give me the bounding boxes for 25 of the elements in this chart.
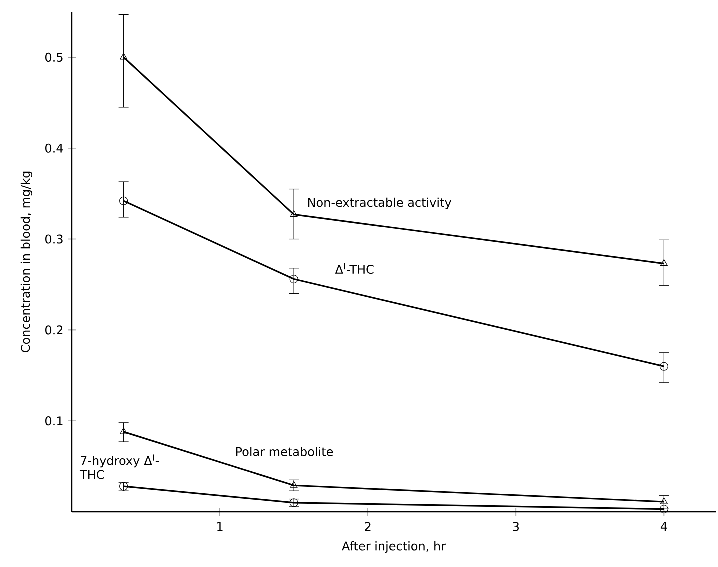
point: [290, 210, 298, 218]
point: [290, 481, 298, 488]
x-axis-title: After injection, hr: [342, 541, 446, 554]
x-tick-label: 3: [513, 522, 519, 532]
y-tick-label: 0.4: [46, 144, 64, 153]
text: 7-hydroxy Δ$^{I}$-THC: [80, 454, 160, 480]
point: [120, 428, 128, 434]
x-tick-label: 2: [365, 522, 371, 532]
y-tick-label: 0.3: [46, 234, 63, 244]
point: [660, 504, 668, 514]
series-label: Polar metabolite: [236, 447, 334, 456]
point: [120, 196, 128, 206]
y-tick-label: 0.1: [46, 416, 63, 426]
point: [120, 53, 128, 60]
point: [660, 260, 668, 266]
y-tick-label: 0.2: [46, 326, 63, 335]
y-tick-label: 0.5: [46, 52, 63, 62]
x-tick-label: 1: [218, 522, 223, 531]
series-label: Non-extractable activity: [308, 198, 452, 210]
point: [660, 498, 668, 504]
series-label: Δ$^{I}$-THC: [335, 263, 374, 274]
point: [660, 362, 668, 371]
x-tick-label: 4: [660, 522, 668, 531]
point: [290, 274, 298, 284]
y-axis-title: Concentration in blood, mg/kg: [20, 172, 33, 352]
